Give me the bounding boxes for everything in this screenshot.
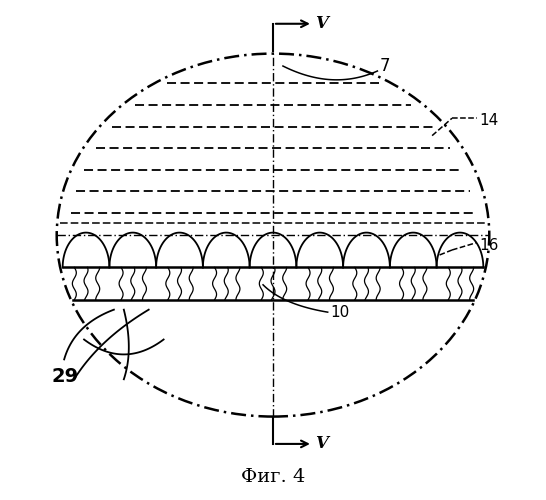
Text: 29: 29 bbox=[52, 368, 79, 386]
Text: 7: 7 bbox=[380, 57, 390, 75]
Text: 14: 14 bbox=[479, 113, 498, 128]
Text: 16: 16 bbox=[479, 238, 498, 252]
Text: V: V bbox=[315, 16, 328, 32]
Text: 10: 10 bbox=[330, 304, 349, 320]
Text: Фиг. 4: Фиг. 4 bbox=[241, 468, 305, 486]
Text: V: V bbox=[315, 436, 328, 452]
